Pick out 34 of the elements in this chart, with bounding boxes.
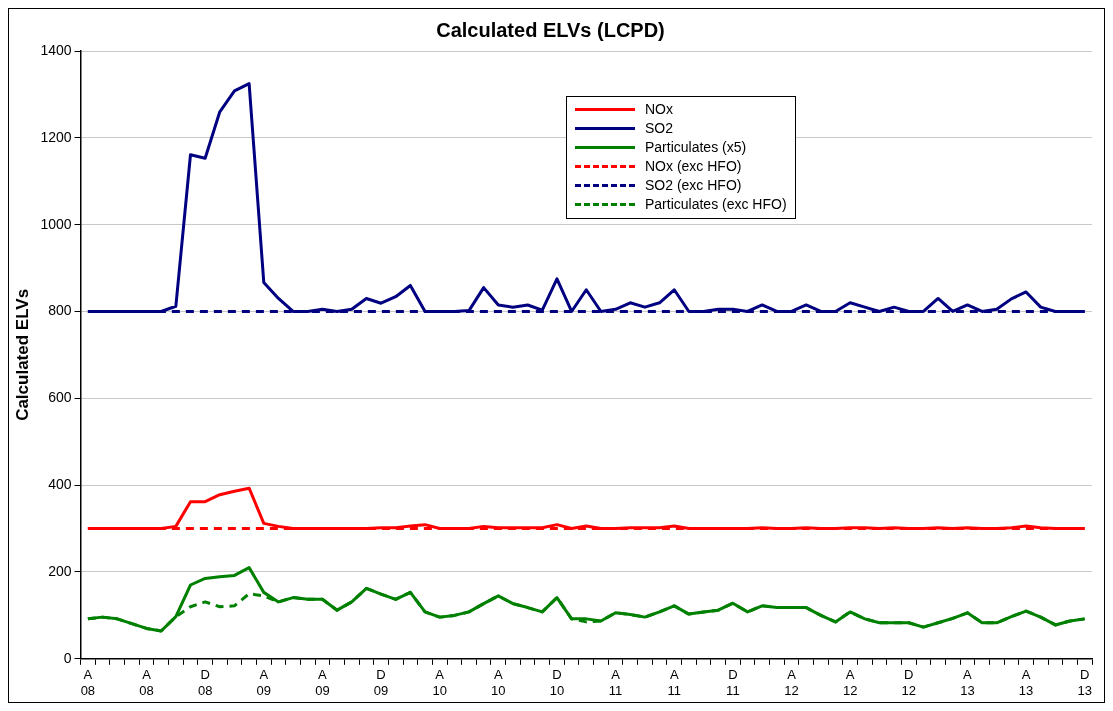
x-tick-label: A 12 xyxy=(784,667,799,698)
x-tick-label: A 10 xyxy=(432,667,447,698)
y-tick-label: 1000 xyxy=(40,215,72,232)
x-tick-label: A 08 xyxy=(80,667,96,698)
x-tick-label: A 13 xyxy=(1018,667,1034,698)
y-tick-label: 1200 xyxy=(40,128,72,145)
x-tick-label: A 08 xyxy=(139,667,154,698)
x-tick-label: D 12 xyxy=(901,667,916,698)
y-axis-title: Calculated ELVs xyxy=(12,288,32,421)
x-tick-label: A 11 xyxy=(667,667,681,698)
chart-title: Calculated ELVs (LCPD) xyxy=(436,18,665,41)
x-tick-label: A 13 xyxy=(960,667,975,698)
y-tick-label: 400 xyxy=(48,476,72,492)
x-tick-label: D 09 xyxy=(373,667,389,698)
x-tick-label: A 12 xyxy=(842,667,858,698)
legend-label: NOx (exc HFO) xyxy=(645,157,742,176)
legend-label: SO2 xyxy=(645,119,674,138)
x-tick-label: D 10 xyxy=(549,667,565,698)
legend-label: Particulates (exc HFO) xyxy=(645,195,787,214)
legend-label: Particulates (x5) xyxy=(645,138,747,157)
legend-label: NOx xyxy=(645,100,673,119)
x-tick-label: D 11 xyxy=(726,667,740,698)
y-tick-label: 0 xyxy=(63,649,72,666)
x-tick-label: A 11 xyxy=(608,667,623,698)
x-tick-label: A 09 xyxy=(256,667,272,698)
y-tick-label: 200 xyxy=(48,562,72,579)
x-tick-label: A 10 xyxy=(491,667,506,698)
legend-label: SO2 (exc HFO) xyxy=(645,176,742,195)
x-tick-label: D 13 xyxy=(1077,667,1092,698)
y-tick-label: 600 xyxy=(48,389,72,406)
x-tick-label: D 08 xyxy=(197,667,213,698)
y-tick-label: 800 xyxy=(48,302,72,319)
y-tick-label: 1400 xyxy=(40,41,72,58)
x-tick-label: A 09 xyxy=(315,667,330,698)
